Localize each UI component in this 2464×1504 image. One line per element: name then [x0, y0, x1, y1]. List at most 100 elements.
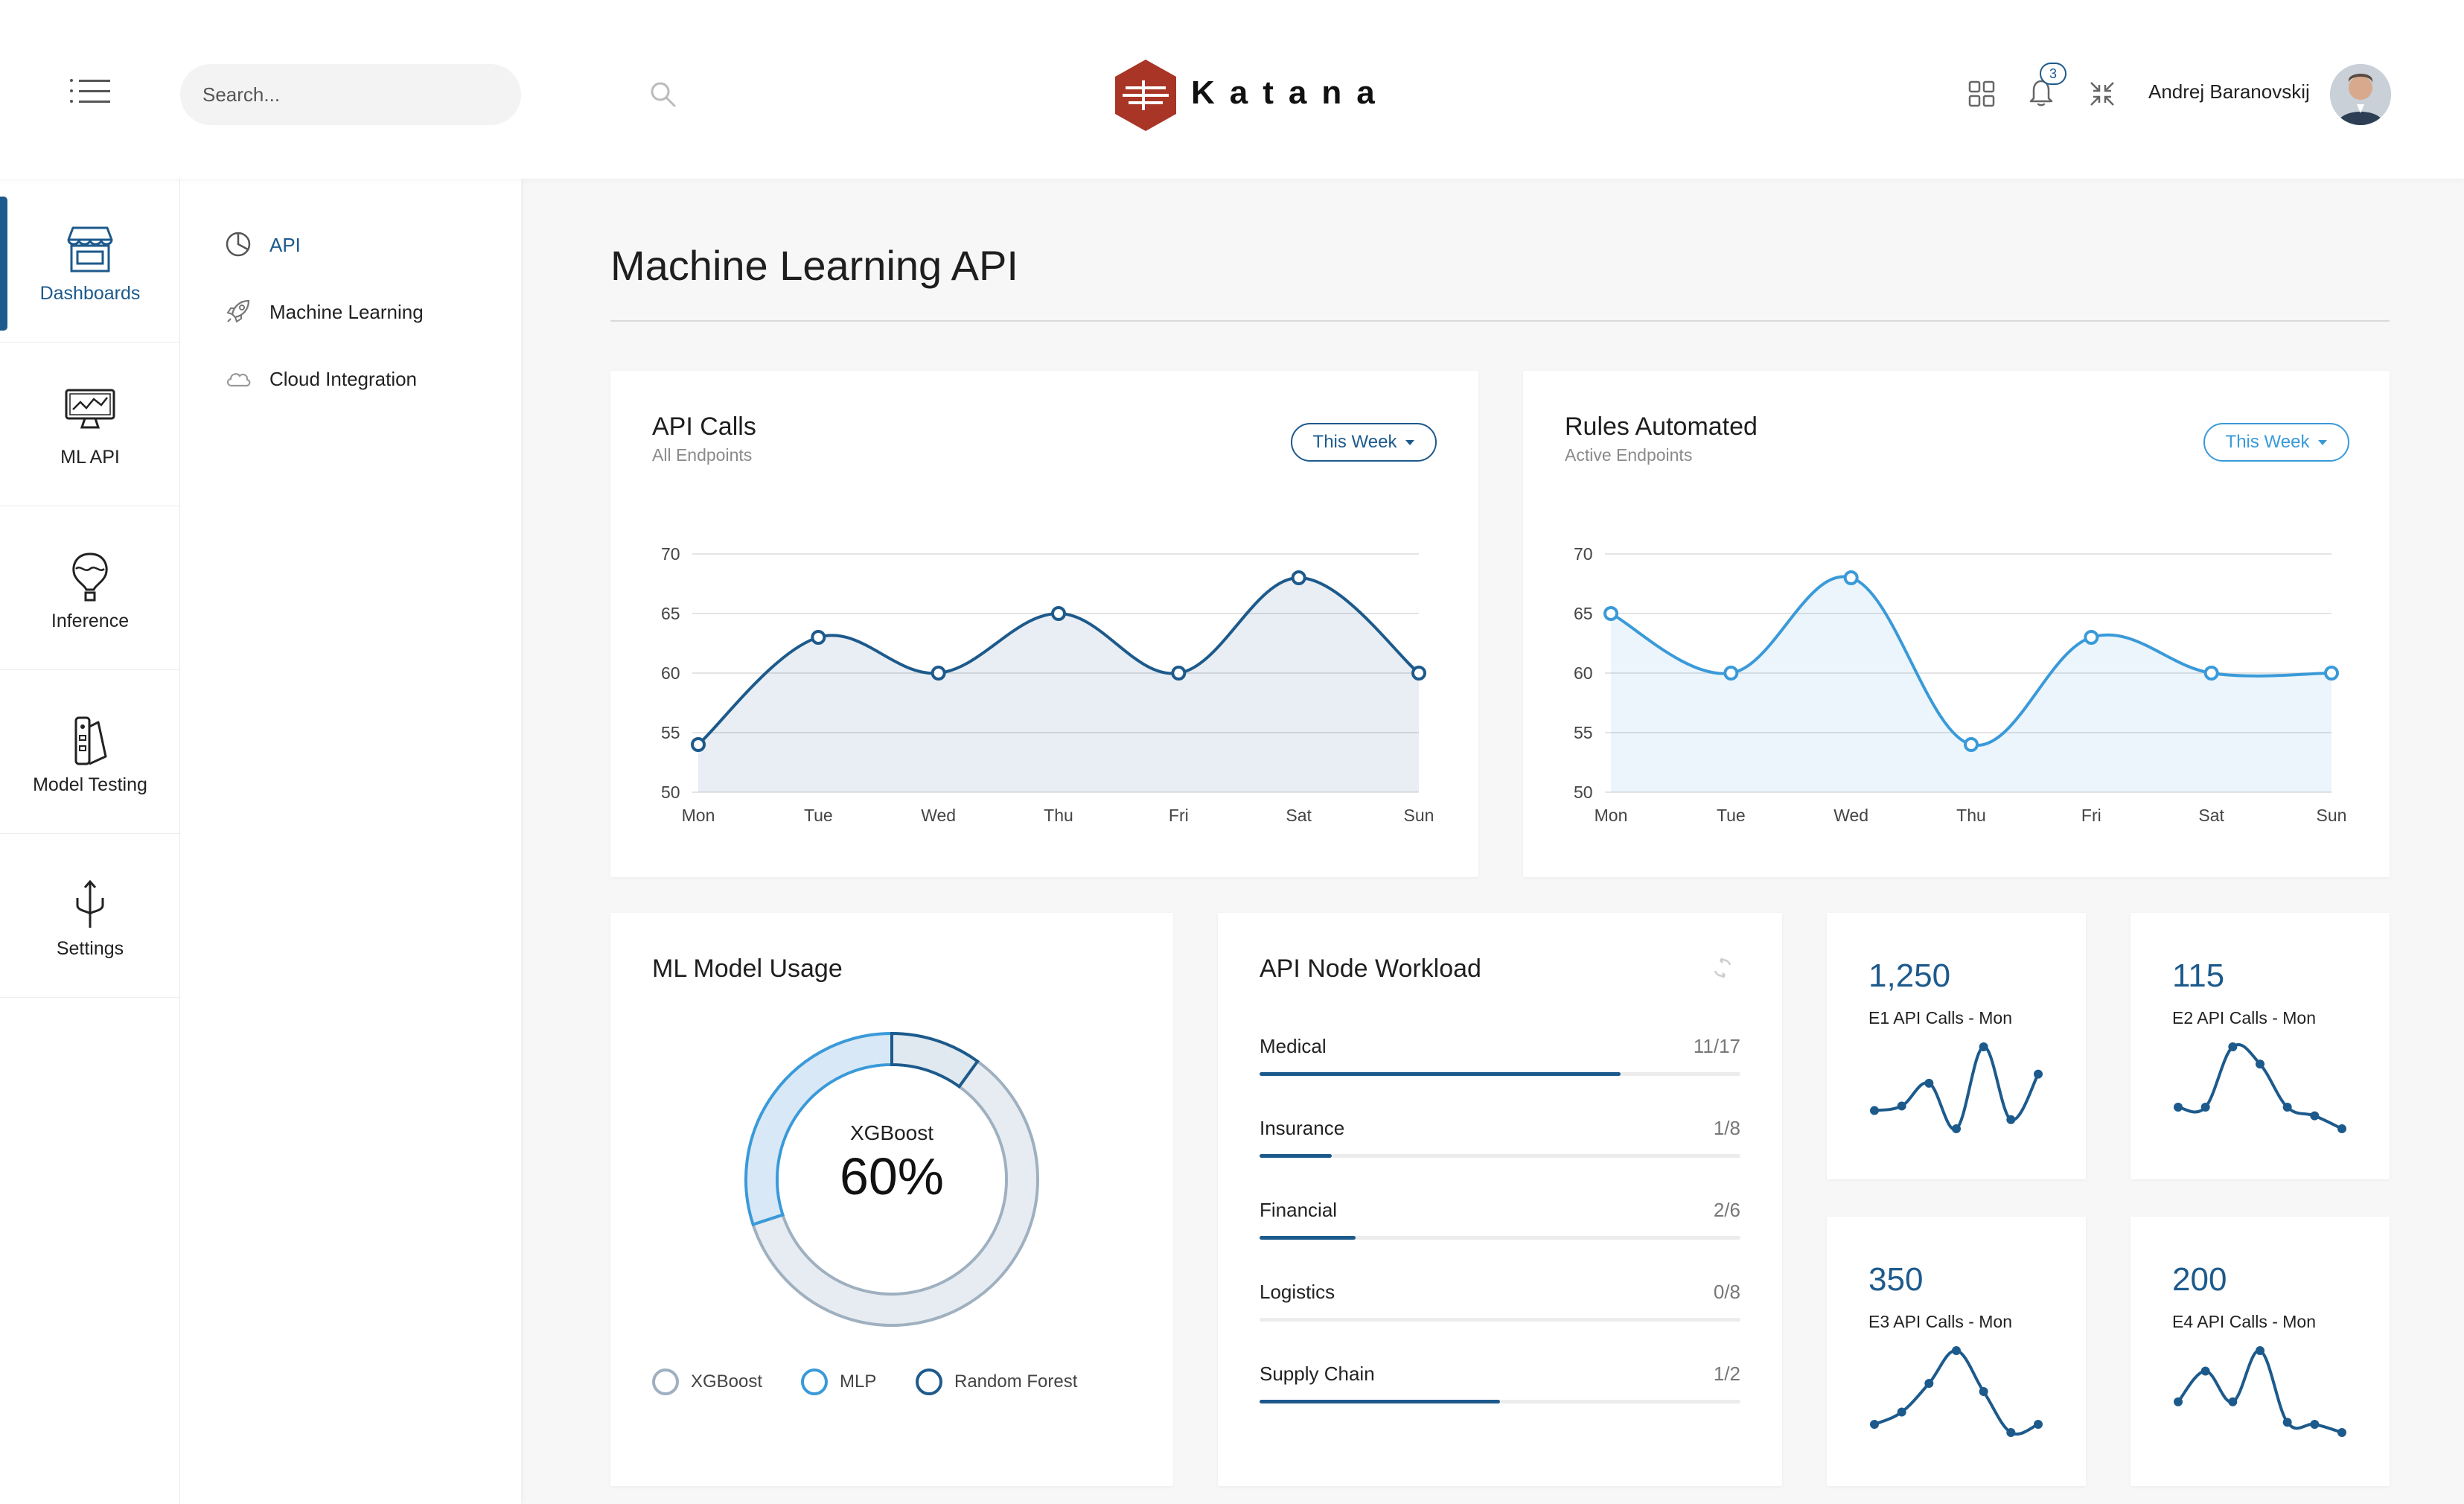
sparkline-point: [2282, 1103, 2292, 1112]
sparkline-point: [2256, 1060, 2264, 1069]
data-point: [811, 630, 826, 645]
legend-marker: [801, 1368, 828, 1395]
x-tick-label: Thu: [1956, 806, 1986, 825]
data-point: [1051, 606, 1066, 621]
workload-name: Logistics: [1260, 1281, 1335, 1303]
x-tick-label: Sat: [1286, 806, 1312, 825]
sparkline-point: [1979, 1042, 1988, 1051]
period-dropdown[interactable]: This Week: [2203, 423, 2349, 462]
period-dropdown[interactable]: This Week: [1291, 423, 1437, 462]
sparkline-point: [2282, 1418, 2292, 1427]
x-tick-label: Thu: [1044, 806, 1073, 825]
refresh-icon[interactable]: [1711, 956, 1734, 980]
legend-label: Random Forest: [954, 1371, 1078, 1392]
y-tick-label: 70: [661, 544, 680, 564]
donut-hole: [779, 1066, 1005, 1293]
e1-sparkline: [1870, 1042, 2043, 1133]
rail-item-dashboards[interactable]: Dashboards: [0, 179, 180, 342]
x-tick-label: Wed: [1833, 806, 1868, 825]
sparkline-point: [2228, 1397, 2238, 1406]
x-tick-label: Tue: [1717, 806, 1746, 825]
user-name[interactable]: Andrej Baranovskij: [2148, 80, 2310, 103]
sparkline-path: [2177, 1349, 2343, 1434]
search-box: [180, 64, 676, 125]
period-label: This Week: [2225, 432, 2310, 452]
sparkline-point: [2200, 1366, 2210, 1376]
caret-down-icon: [2318, 440, 2328, 446]
card-title: API Node Workload: [1260, 955, 1481, 983]
workload-progress-track: [1260, 1318, 1740, 1322]
rail-label: Inference: [51, 611, 130, 631]
workload-count: 11/17: [1693, 1035, 1740, 1057]
rail-item-settings[interactable]: Settings: [0, 834, 180, 998]
rail-item-model-testing[interactable]: Model Testing: [0, 670, 180, 834]
mini-value: 350: [1868, 1261, 1924, 1298]
subnav-label: Cloud Integration: [269, 368, 418, 390]
sparkline-point: [1952, 1346, 1961, 1355]
x-tick-label: Tue: [804, 806, 833, 825]
sparkline-path: [1874, 1349, 2039, 1436]
collapse-icon[interactable]: [2089, 80, 2116, 107]
avatar[interactable]: [2330, 64, 2391, 125]
menu-toggle-button[interactable]: [68, 76, 110, 106]
apps-grid-icon[interactable]: [1968, 80, 1995, 107]
x-tick-label: Mon: [1595, 806, 1628, 825]
node-workload-card: API Node Workload Medical 11/17 Insurance 1…: [1218, 913, 1782, 1486]
e2-sparkline: [2174, 1042, 2346, 1133]
search-input[interactable]: [202, 64, 456, 125]
y-tick-label: 50: [1574, 783, 1593, 802]
data-point: [691, 737, 706, 752]
workload-row: Medical 11/17: [1260, 1035, 1740, 1094]
e2-api-calls-card: 115 E2 API Calls - Mon: [2131, 913, 2390, 1179]
notification-badge: 3: [2040, 63, 2066, 85]
y-tick-label: 65: [661, 604, 680, 623]
legend-label: XGBoost: [691, 1371, 763, 1392]
card-subtitle: All Endpoints: [652, 445, 753, 465]
rail-item-ml-api[interactable]: ML API: [0, 342, 180, 506]
mini-value: 115: [2172, 957, 2225, 994]
user-photo-icon: [2330, 64, 2391, 125]
legend-label: MLP: [840, 1371, 877, 1392]
sparkline-point: [1870, 1420, 1879, 1429]
workload-progress-track: [1260, 1400, 1740, 1403]
workload-row: Financial 2/6: [1260, 1199, 1740, 1258]
data-point: [1171, 666, 1187, 681]
card-title: ML Model Usage: [652, 955, 843, 983]
e3-sparkline: [1870, 1346, 2043, 1437]
title-divider: [610, 320, 2390, 322]
x-tick-label: Sun: [1404, 806, 1434, 825]
sparkline-point: [2256, 1346, 2264, 1355]
top-header: Katana 3 Andrej Baranovskij: [0, 0, 2464, 179]
list-menu-icon: [70, 79, 110, 103]
y-tick-label: 55: [1574, 723, 1593, 742]
sparkline-point: [1924, 1078, 1934, 1088]
mini-label: E4 API Calls - Mon: [2172, 1312, 2317, 1331]
search-icon[interactable]: [649, 80, 677, 109]
left-rail: Dashboards ML API Inference Model Testin…: [0, 179, 180, 1504]
sparkline-point: [2337, 1124, 2346, 1133]
y-tick-label: 55: [661, 723, 680, 742]
rail-item-inference[interactable]: Inference: [0, 506, 180, 670]
workload-count: 2/6: [1713, 1199, 1740, 1221]
donut-slice: [890, 1031, 980, 1089]
y-tick-label: 65: [1574, 604, 1593, 623]
usb-fork-icon: [76, 879, 104, 928]
e3-api-calls-card: 350 E3 API Calls - Mon: [1827, 1217, 2086, 1486]
sparkline-point: [2174, 1397, 2183, 1406]
mini-label: E3 API Calls - Mon: [1868, 1312, 2013, 1331]
x-tick-label: Sat: [2198, 806, 2224, 825]
data-point: [2084, 630, 2099, 645]
x-tick-label: Fri: [1169, 806, 1189, 825]
rail-label: Settings: [56, 938, 124, 959]
sparkline-point: [1979, 1387, 1988, 1396]
period-label: This Week: [1312, 432, 1397, 452]
sparkline-point: [2034, 1420, 2043, 1429]
caret-down-icon: [1405, 440, 1415, 446]
cloud-icon: [226, 373, 251, 387]
rail-label: Model Testing: [33, 774, 147, 795]
sparkline-point: [2310, 1111, 2320, 1121]
monitor-chart-icon: [65, 389, 115, 429]
data-point: [1291, 570, 1306, 585]
workload-count: 1/8: [1713, 1117, 1740, 1139]
